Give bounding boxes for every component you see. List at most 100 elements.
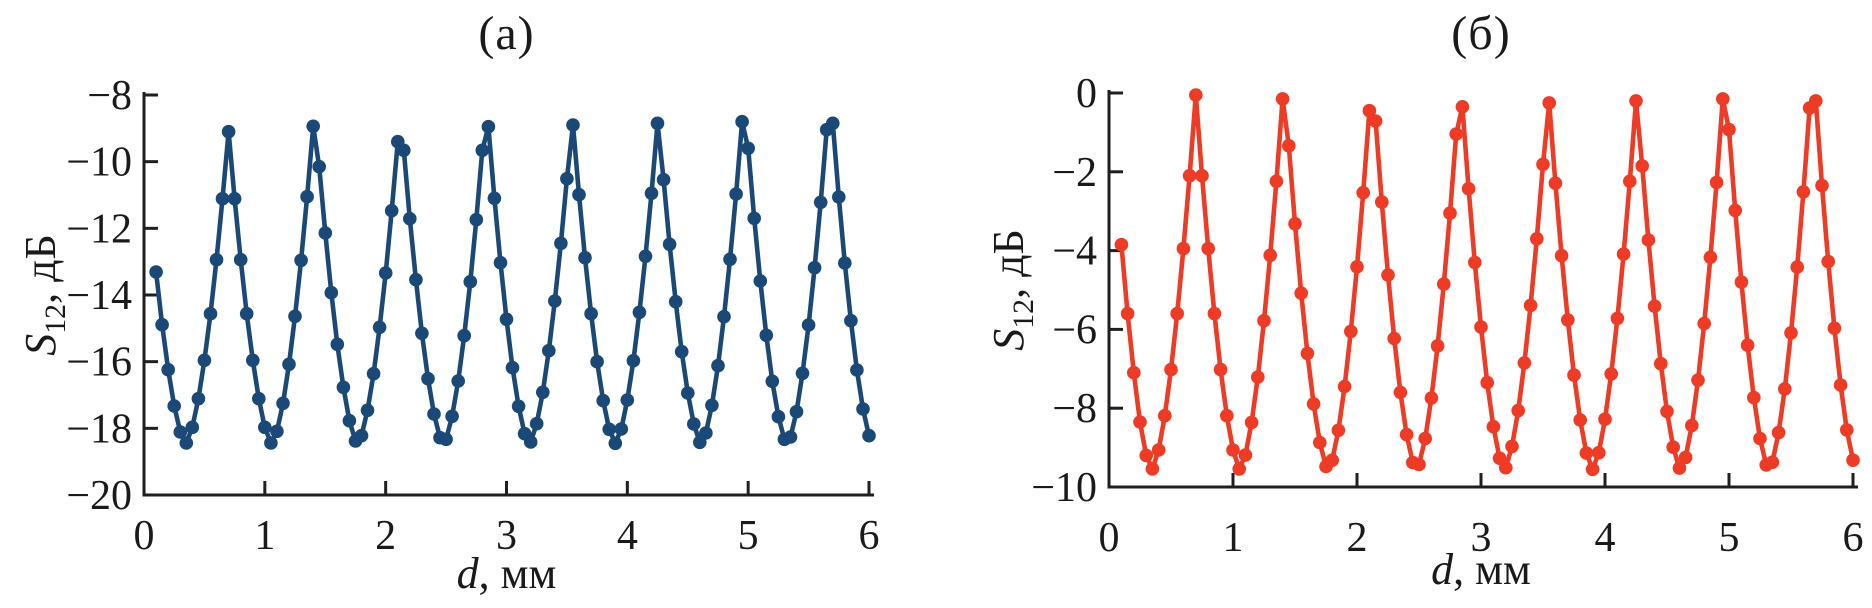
- data-point: [481, 119, 496, 134]
- data-point: [1709, 175, 1724, 190]
- data-point: [1145, 462, 1160, 476]
- data-point: [1275, 92, 1290, 106]
- data-point: [421, 371, 435, 386]
- data-point: [614, 422, 629, 436]
- data-point: [403, 211, 417, 226]
- y-tick-label: −10: [66, 140, 132, 186]
- data-point: [306, 119, 321, 134]
- data-point: [1827, 321, 1842, 336]
- data-point: [191, 391, 206, 406]
- data-point: [1765, 455, 1780, 470]
- data-point: [1387, 331, 1401, 346]
- data-point: [1139, 448, 1153, 463]
- data-point: [1244, 415, 1259, 430]
- data-point: [1195, 168, 1209, 183]
- data-point: [173, 425, 188, 439]
- data-point: [656, 172, 671, 187]
- data-point: [505, 360, 520, 375]
- data-point: [1182, 168, 1197, 183]
- data-point: [1511, 403, 1525, 418]
- data-point: [427, 407, 441, 421]
- data-point: [493, 255, 508, 270]
- data-point: [1158, 408, 1172, 423]
- data-point: [264, 436, 278, 450]
- data-point: [1499, 460, 1513, 475]
- data-point: [511, 399, 526, 414]
- data-point: [1629, 94, 1643, 108]
- data-point: [1226, 443, 1240, 457]
- data-point: [1579, 446, 1594, 460]
- data-point: [1809, 94, 1823, 108]
- data-point: [747, 211, 761, 226]
- data-point: [771, 409, 786, 424]
- data-point: [366, 366, 381, 381]
- data-point: [397, 143, 411, 158]
- data-point: [566, 118, 580, 132]
- data-point: [1430, 339, 1445, 353]
- axes: [1107, 90, 1858, 489]
- x-axis-variable: d: [456, 549, 479, 598]
- data-point: [1120, 306, 1135, 321]
- data-point: [1561, 313, 1575, 327]
- data-point: [1375, 195, 1389, 209]
- data-point: [487, 191, 502, 206]
- data-point: [1747, 390, 1761, 405]
- data-point: [1201, 241, 1215, 256]
- data-point: [1220, 408, 1234, 423]
- data-point: [638, 249, 653, 264]
- data-point: [227, 191, 242, 206]
- data-point: [1232, 462, 1246, 476]
- data-point: [1368, 114, 1383, 128]
- chart-panel-a: (а) S12, дБ 0 1 2 3 4 5 6 −20 −18 −16 −14 −12 −10 −8 …: [16, 7, 879, 598]
- data-point: [542, 343, 556, 358]
- data-point: [276, 396, 290, 411]
- y-tick-label: −18: [66, 406, 132, 452]
- data-point: [759, 328, 774, 343]
- data-point: [155, 317, 169, 332]
- data-point: [1740, 338, 1755, 353]
- panel-b-title: (б): [1451, 7, 1511, 60]
- data-point: [560, 171, 574, 186]
- data-point: [1678, 450, 1693, 465]
- data-point: [1654, 356, 1668, 371]
- data-point: [1114, 237, 1129, 252]
- data-point: [439, 432, 453, 447]
- plot-canvas-a: 0 1 2 3 4 5 6 −20 −18 −16 −14 −12 −10 −8: [66, 73, 879, 559]
- data-point: [499, 312, 514, 327]
- tick-labels: 0 1 2 3 4 5 6 −10 −8 −6 −4 −2 0: [1031, 71, 1863, 561]
- data-point: [1331, 423, 1346, 438]
- data-point: [1672, 461, 1687, 475]
- data-point: [1356, 185, 1370, 200]
- data-point: [233, 252, 248, 267]
- y-tick-label: −10: [1031, 465, 1097, 511]
- data-point: [384, 203, 399, 218]
- data-point: [1288, 217, 1302, 231]
- data-point: [578, 250, 592, 265]
- y-tick-label: −6: [1052, 307, 1097, 353]
- x-tick-label: 1: [254, 513, 275, 559]
- data-point: [723, 252, 737, 267]
- data-point: [1815, 178, 1829, 193]
- data-point: [445, 409, 459, 424]
- data-point: [1300, 346, 1315, 361]
- data-point: [1344, 324, 1358, 339]
- data-point: [1846, 453, 1860, 468]
- data-point: [1536, 157, 1550, 172]
- data-point: [801, 318, 816, 332]
- data-point: [1189, 88, 1203, 102]
- data-point: [221, 124, 236, 139]
- data-point: [795, 366, 810, 381]
- data-point: [312, 159, 327, 174]
- data-point: [632, 305, 647, 320]
- y-tick-label: −14: [66, 273, 132, 319]
- data-point: [1771, 425, 1786, 440]
- data-point: [1455, 100, 1470, 114]
- data-point: [1412, 457, 1426, 472]
- data-point: [1350, 260, 1364, 274]
- y-tick-label: −20: [66, 473, 132, 519]
- data-point: [1542, 96, 1556, 110]
- data-point: [572, 187, 586, 202]
- data-point: [1362, 103, 1377, 118]
- data-point: [602, 422, 616, 437]
- data-point: [1604, 367, 1618, 381]
